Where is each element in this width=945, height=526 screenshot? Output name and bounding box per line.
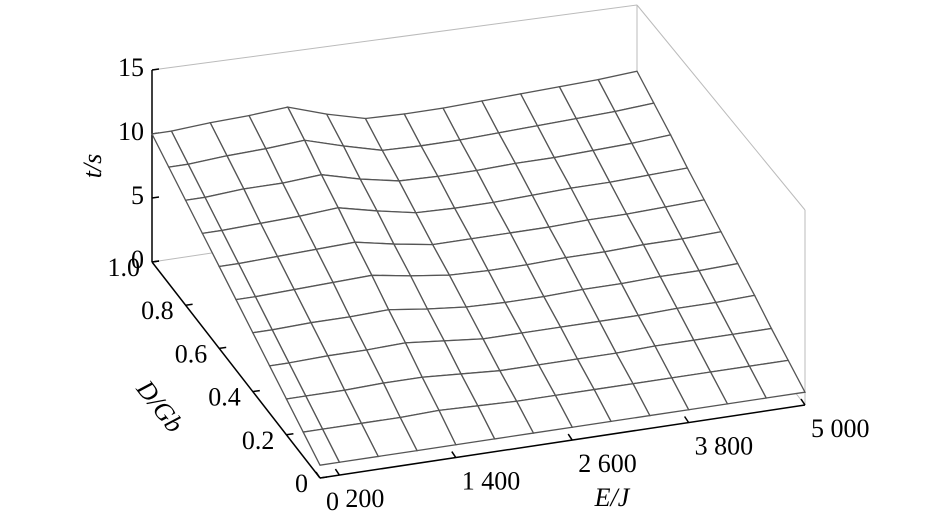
y-tick	[185, 303, 193, 306]
y-axis-label: D/Gb	[130, 374, 189, 438]
x-axis	[319, 404, 806, 479]
y-tick-label: 0.4	[208, 383, 241, 412]
x-tick	[334, 468, 341, 476]
x-tick-label: 1 400	[462, 467, 521, 496]
y-tick	[219, 346, 227, 350]
y-tick	[286, 433, 294, 436]
y-tick	[319, 476, 328, 479]
z-tick-label: 5	[131, 181, 144, 210]
x-tick	[567, 433, 573, 441]
z-tick-label: 15	[118, 53, 144, 82]
surface-cell	[302, 428, 341, 466]
z-tick	[151, 196, 160, 199]
x-tick-label: 3 800	[695, 431, 754, 460]
x-tick	[800, 398, 806, 406]
y-tick-label: 1.0	[108, 253, 141, 282]
box-edge	[151, 4, 638, 71]
z-tick	[151, 68, 160, 71]
x-tick-label: 200	[345, 484, 384, 513]
box-edge	[636, 4, 806, 211]
x-tick	[683, 416, 690, 423]
y-tick	[252, 389, 260, 393]
z-axis-label: t/s	[78, 154, 107, 179]
surface	[151, 70, 807, 466]
z-tick-label: 0	[131, 245, 144, 274]
y-tick	[151, 260, 160, 263]
x-tick-label: 2 600	[578, 449, 637, 478]
y-tick-label: 0.2	[242, 426, 275, 455]
y-axis	[151, 261, 321, 479]
y-tick-label: 0.6	[175, 339, 208, 368]
x-tick-label: 0	[326, 487, 339, 516]
x-tick-label: 5 000	[811, 414, 870, 443]
x-tick	[315, 471, 321, 479]
z-tick-label: 10	[118, 117, 144, 146]
x-axis-label: E/J	[594, 483, 631, 512]
x-tick	[451, 451, 457, 458]
y-tick-label: 0	[295, 469, 308, 498]
y-tick-label: 0.8	[141, 296, 174, 325]
